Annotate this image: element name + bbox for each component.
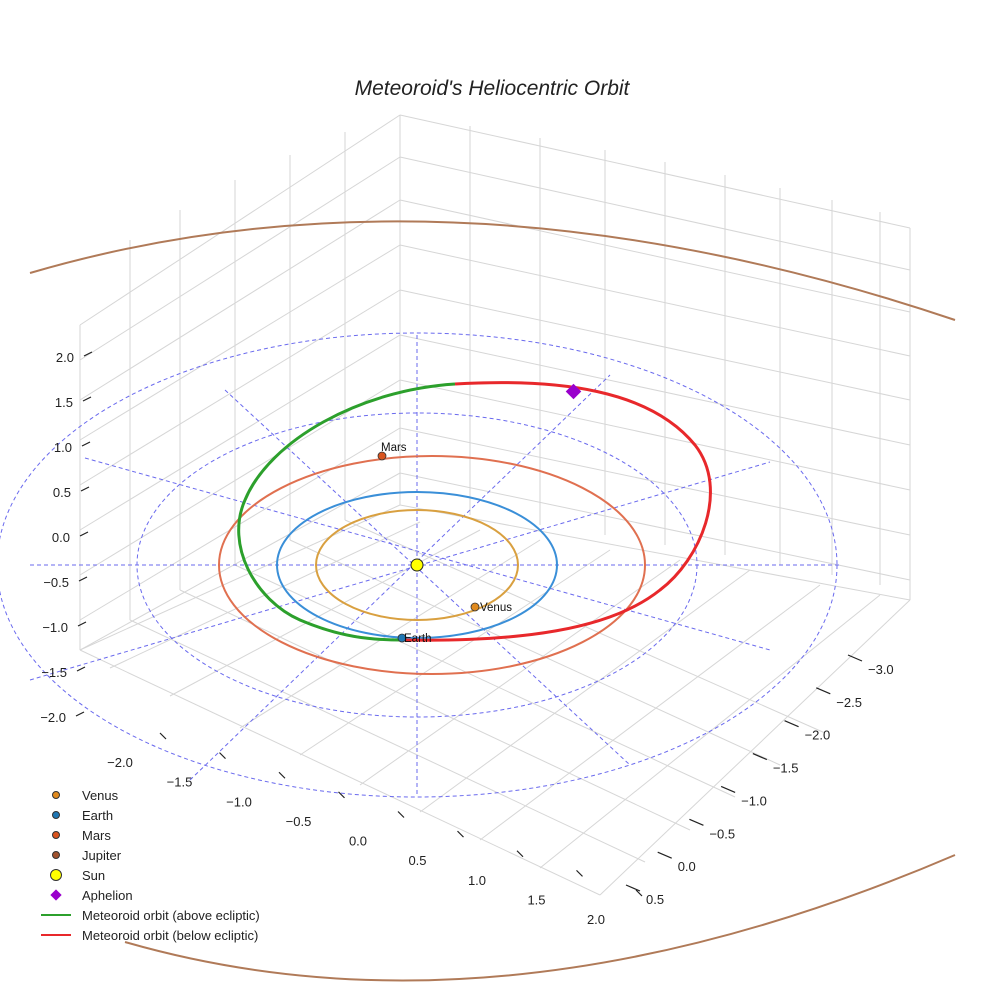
- y-tick-label: −0.5: [709, 826, 735, 841]
- z-tick-mark: [80, 486, 90, 492]
- legend-item: Meteoroid orbit (below ecliptic): [38, 925, 338, 945]
- legend-symbol: [38, 865, 74, 885]
- z-tick-mark: [75, 711, 85, 717]
- mars-orbit: [218, 455, 646, 675]
- legend-symbol: [38, 845, 74, 865]
- z-tick-mark: [83, 351, 93, 357]
- z-tick-label: 1.5: [55, 395, 73, 410]
- legend-item: Mars: [38, 825, 338, 845]
- y-tick-label: 0.0: [678, 859, 696, 874]
- legend-symbol: [38, 925, 74, 945]
- x-tick-mark: [576, 869, 583, 877]
- z-tick-mark: [81, 441, 91, 447]
- y-tick-mark: [689, 818, 704, 826]
- legend-symbol: [38, 805, 74, 825]
- y-tick-label: −3.0: [868, 662, 894, 677]
- z-tick-label: 1.0: [54, 440, 72, 455]
- legend: Venus Earth Mars Jupiter Sun Aphelion Meteoroi…: [38, 785, 338, 945]
- earth-position-label: Earth: [404, 633, 432, 645]
- reference-circles: [0, 332, 840, 798]
- z-tick-label: −1.5: [41, 665, 67, 680]
- z-tick-mark: [82, 396, 92, 402]
- legend-label: Mars: [82, 827, 111, 843]
- x-tick-label: −1.5: [167, 775, 193, 790]
- x-tick-label: 0.0: [349, 834, 367, 849]
- legend-item: Venus: [38, 785, 338, 805]
- z-tick-mark: [77, 621, 87, 627]
- x-tick-mark: [159, 732, 167, 740]
- y-axis-ticks: −3.0 −2.5 −2.0 −1.5 −1.0 −0.5 0.0 0.5: [625, 654, 894, 907]
- legend-label: Earth: [82, 807, 114, 823]
- mars-position-label: Mars: [381, 442, 407, 454]
- chart-title: Meteoroid's Heliocentric Orbit: [355, 77, 631, 100]
- x-tick-label: −0.5: [286, 814, 312, 829]
- z-tick-mark: [78, 576, 88, 582]
- legend-symbol: [38, 885, 74, 905]
- y-tick-label: −1.5: [773, 761, 799, 776]
- legend-item: Meteoroid orbit (above ecliptic): [38, 905, 338, 925]
- y-tick-mark: [657, 851, 672, 859]
- earth-marker: [397, 633, 407, 643]
- meteoroid-orbit-above: [237, 382, 456, 642]
- x-tick-mark: [219, 752, 226, 760]
- z-axis-ticks: −2.0 −1.5 −1.0 −0.5 0.0 0.5 1.0 1.5 2.0: [40, 350, 93, 725]
- x-tick-mark: [457, 830, 464, 838]
- y-tick-label: −1.0: [741, 793, 767, 808]
- z-tick-label: −0.5: [43, 575, 69, 590]
- x-tick-mark: [635, 889, 643, 897]
- legend-label: Meteoroid orbit (below ecliptic): [82, 927, 259, 943]
- meteoroid-orbit-below: [401, 381, 712, 642]
- jupiter-orbit: [29, 220, 956, 982]
- legend-symbol: [38, 825, 74, 845]
- sun-marker: [410, 558, 424, 572]
- x-axis-ticks: −2.0 −1.5 −1.0 −0.5 0.0 0.5 1.0 1.5 2.0: [107, 732, 643, 927]
- x-tick-mark: [338, 791, 345, 799]
- x-tick-mark: [516, 850, 524, 858]
- x-tick-label: 0.5: [408, 853, 426, 868]
- y-tick-label: −2.5: [836, 695, 862, 710]
- legend-symbol: [38, 905, 74, 925]
- mars-marker: [377, 451, 387, 461]
- earth-orbit: [276, 491, 558, 639]
- x-tick-label: −2.0: [107, 755, 133, 770]
- x-tick-mark: [278, 771, 286, 779]
- x-tick-label: 2.0: [587, 912, 605, 927]
- legend-label: Aphelion: [82, 887, 133, 903]
- y-tick-mark: [784, 720, 799, 728]
- legend-item: Sun: [38, 865, 338, 885]
- y-tick-label: −2.0: [805, 728, 831, 743]
- x-tick-label: 1.0: [468, 873, 486, 888]
- y-tick-mark: [720, 785, 736, 793]
- y-tick-mark: [752, 753, 768, 761]
- legend-label: Meteoroid orbit (above ecliptic): [82, 907, 260, 923]
- z-tick-label: 0.0: [52, 530, 70, 545]
- z-tick-label: 2.0: [56, 350, 74, 365]
- legend-item: Jupiter: [38, 845, 338, 865]
- y-tick-mark: [625, 884, 641, 892]
- legend-label: Jupiter: [82, 847, 122, 863]
- z-tick-mark: [76, 666, 86, 672]
- venus-position-label: Venus: [480, 602, 512, 614]
- z-tick-label: 0.5: [53, 485, 71, 500]
- venus-orbit: [315, 509, 519, 621]
- y-tick-mark: [816, 687, 831, 695]
- z-tick-mark: [79, 531, 89, 537]
- y-tick-label: 0.5: [646, 892, 664, 907]
- y-tick-mark: [847, 654, 863, 662]
- legend-item: Aphelion: [38, 885, 338, 905]
- legend-symbol: [38, 785, 74, 805]
- legend-label: Venus: [82, 787, 119, 803]
- meteoroid-orbit: [237, 381, 712, 642]
- x-tick-mark: [397, 811, 405, 818]
- x-tick-label: −1.0: [226, 794, 252, 809]
- legend-item: Earth: [38, 805, 338, 825]
- x-tick-label: 1.5: [527, 892, 545, 907]
- venus-marker: [470, 602, 480, 612]
- z-tick-label: −1.0: [42, 620, 68, 635]
- legend-label: Sun: [82, 867, 106, 883]
- z-tick-label: −2.0: [40, 710, 66, 725]
- grid-lines: [79, 114, 911, 896]
